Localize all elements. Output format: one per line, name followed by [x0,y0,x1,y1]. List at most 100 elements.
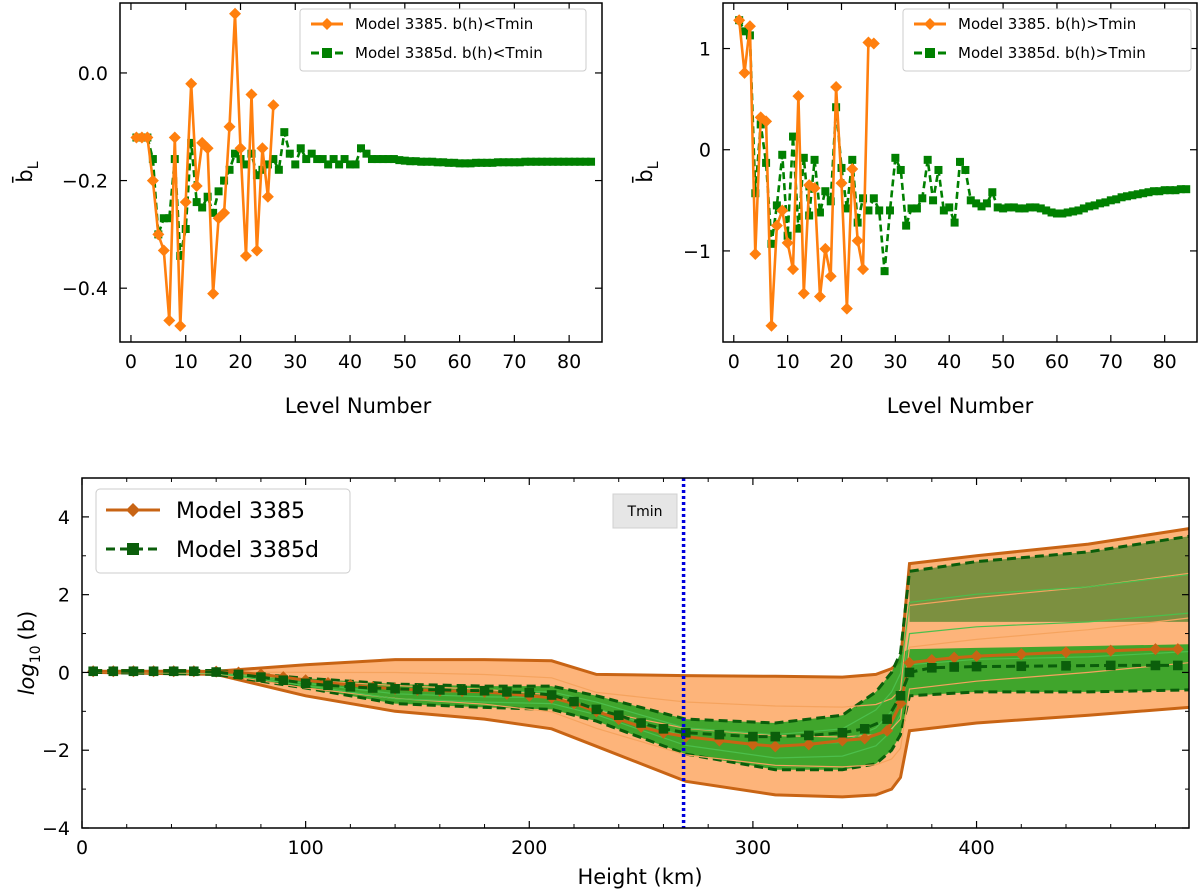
data-point [146,174,159,187]
legend-label-orange: Model 3385. b(h)<Tmin [355,15,533,33]
data-point [1149,643,1162,656]
data-point [591,704,602,715]
data-point [411,157,420,166]
x-tick-label: 20 [228,351,252,373]
data-point [461,159,470,168]
legend-diamond-marker [321,18,333,30]
data-point [252,171,261,180]
x-axis-label-bottom: Height (km) [577,865,702,889]
x-tick-label: 0 [728,351,740,373]
data-point [318,155,327,164]
data-point [269,155,278,164]
data-point [108,666,119,677]
x-tick-label: 100 [288,837,324,859]
data-point [482,158,491,167]
data-point [351,160,360,169]
data-point [472,158,481,167]
data-point [867,37,880,50]
data-point [190,179,203,192]
data-point [1155,187,1164,196]
data-point [543,157,552,166]
data-point [1171,186,1180,195]
data-point [895,690,906,701]
data-point [247,149,256,158]
data-point [789,132,798,141]
data-point [203,192,212,201]
data-point [1016,661,1027,672]
data-point [1122,192,1131,201]
data-point [185,77,198,90]
data-point [179,196,192,209]
data-point [804,730,814,741]
data-point [781,236,794,249]
data-point [537,157,546,166]
data-point [450,158,459,167]
data-point [256,142,269,155]
data-point [948,651,961,664]
ticks-top-left: 0 10 20 30 40 50 60 70 80 −0.4 −0.2 0.0 [62,3,602,373]
data-point [1069,207,1078,216]
data-point [157,244,170,257]
data-point [950,218,959,227]
data-point [835,177,848,190]
data-point [813,290,826,303]
x-tick-label: 60 [1045,351,1069,373]
data-point [1101,198,1110,207]
x-tick-label: 20 [829,351,853,373]
data-point [340,155,349,164]
data-point [1036,204,1045,213]
data-point [504,158,513,167]
data-point [201,142,214,155]
data-point [211,667,221,677]
data-point [559,157,568,166]
data-point [245,88,258,101]
data-point [772,201,781,210]
legend-box [902,8,1192,72]
data-point [857,263,870,276]
data-point [1020,204,1029,213]
data-point [229,7,242,20]
data-point [163,314,176,327]
data-point [853,218,862,227]
data-point [1150,660,1161,671]
data-point [152,228,165,241]
data-point [532,157,541,166]
data-point [837,727,848,738]
data-point [1074,206,1083,215]
data-point [422,157,431,166]
data-point [570,157,579,166]
data-point [966,196,975,205]
data-point [207,287,220,300]
chart-top-left: 0 10 20 30 40 50 60 70 80 −0.4 −0.2 0.0 Level Numbe… [12,2,603,418]
data-point [278,675,289,686]
data-point [400,156,409,165]
data-point [738,66,751,79]
data-point [524,687,535,698]
x-tick-label: 10 [174,351,198,373]
data-point [1105,660,1116,671]
data-point [1063,208,1072,217]
ticks-bottom: 0 100 200 300 400 −4 −2 0 2 4 [42,477,1189,859]
green-envelope-lower-edge [93,670,1189,772]
data-point [749,247,762,260]
legend-diamond-marker [924,18,936,30]
orange-envelope-lower-edge [93,670,1189,799]
data-point [214,187,223,196]
data-point [267,99,280,112]
data-point [1149,187,1158,196]
data-point [1160,186,1169,195]
data-point [176,251,185,260]
data-point [740,27,749,36]
green-envelope [93,644,1189,770]
x-tick-label: 80 [557,351,581,373]
data-point [274,165,283,174]
data-point [1060,646,1072,659]
data-point [1096,199,1105,208]
data-point [842,204,851,213]
data-point [587,157,596,166]
y-axis-label-text: b̄L [12,161,42,183]
orange-interior-line [93,572,1189,708]
data-point [488,158,497,167]
legend-label-green: Model 3385d. b(h)>Tmin [958,44,1146,62]
x-tick-label: 80 [1153,351,1177,373]
